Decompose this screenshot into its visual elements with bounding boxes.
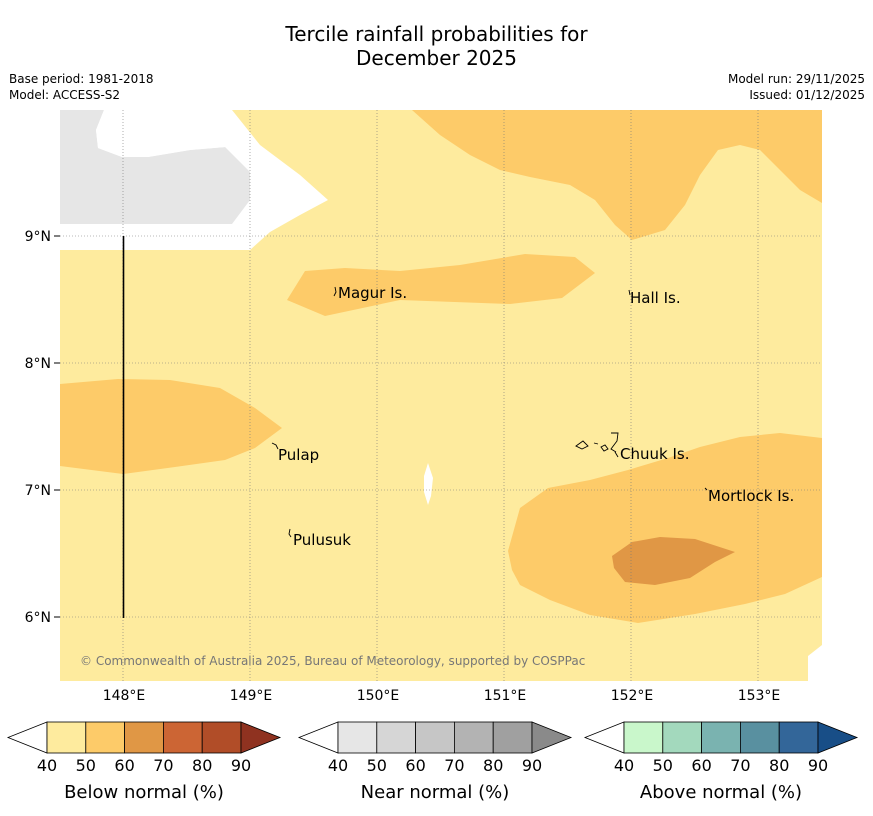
- lon-tick-151e: 151°E: [484, 688, 527, 704]
- colorbar-segment: [376, 721, 416, 754]
- lon-tick-148e: 148°E: [103, 688, 146, 704]
- lat-tick-7n: 7°N: [25, 483, 51, 499]
- colorbar-segment: [453, 721, 494, 754]
- colorbar-tick-label: 90: [231, 756, 251, 775]
- place-label-chuuk: Chuuk Is.: [620, 445, 689, 463]
- colorbar-segment: [124, 721, 164, 754]
- region-below-50-northeast: [412, 110, 822, 240]
- meta-right: Model run: 29/11/2025 Issued: 01/12/2025: [728, 71, 865, 103]
- place-label-pulusuk: Pulusuk: [293, 531, 351, 549]
- chart-title: Tercile rainfall probabilities for Decem…: [0, 22, 873, 70]
- issued-date: Issued: 01/12/2025: [749, 88, 865, 102]
- colorbar-extend-high: [531, 721, 573, 754]
- colorbar-segment: [415, 721, 455, 754]
- colorbar-tick-label: 40: [37, 756, 57, 775]
- place-labels: Magur Is. Hall Is. Pulap Chuuk Is. Mortl…: [278, 284, 794, 549]
- region-nodata-small: [424, 463, 433, 505]
- colorbar-extend-low: [6, 721, 48, 754]
- colorbar-segment: [662, 721, 702, 754]
- title-line-2: December 2025: [356, 46, 517, 70]
- colorbar-segment: [623, 721, 664, 754]
- lat-tick-marks: [54, 235, 60, 618]
- colorbar-extend-low: [583, 721, 625, 754]
- colorbar-tick-label: 80: [483, 756, 503, 775]
- region-below-50-west: [60, 379, 282, 474]
- colorbar-title-below: Below normal (%): [64, 782, 224, 803]
- colorbar-near-normal: 40 50 60 70 80 90: [297, 721, 573, 775]
- colorbars: 40 50 60 70 80 90 40 50 60 70 80 90 40 50 60 70 80 90: [6, 721, 859, 775]
- lat-tick-6n: 6°N: [25, 610, 51, 626]
- model-run: Model run: 29/11/2025: [727, 72, 865, 86]
- colorbar-tick-label: 50: [76, 756, 96, 775]
- colorbar-tick-label: 90: [522, 756, 542, 775]
- colorbar-segment: [46, 721, 87, 754]
- lon-tick-labels: 148°E 149°E 150°E 151°E 152°E 153°E: [103, 688, 781, 704]
- place-label-mortlock: Mortlock Is.: [708, 487, 794, 505]
- map-area: [60, 110, 822, 681]
- lon-tick-150e: 150°E: [357, 688, 400, 704]
- colorbar-segment: [85, 721, 126, 754]
- region-below-50-southeast: [508, 433, 822, 623]
- meta-left: Base period: 1981-2018 Model: ACCESS-S2: [9, 71, 154, 103]
- colorbar-segment: [778, 721, 819, 754]
- colorbar-title-above: Above normal (%): [640, 782, 802, 803]
- lat-tick-labels: 9°N 8°N 7°N 6°N: [25, 229, 51, 626]
- region-nodata-corner: [808, 645, 822, 681]
- colorbar-segment: [492, 721, 533, 754]
- lat-tick-9n: 9°N: [25, 229, 51, 245]
- colorbar-tick-label: 50: [653, 756, 673, 775]
- colorbar-tick-label: 60: [114, 756, 134, 775]
- region-near-normal-40: [60, 110, 250, 224]
- place-label-pulap: Pulap: [278, 446, 319, 464]
- colorbar-title-near: Near normal (%): [361, 782, 510, 803]
- colorbar-tick-label: 60: [405, 756, 425, 775]
- colorbar-segment: [201, 721, 242, 754]
- colorbar-tick-label: 40: [328, 756, 348, 775]
- colorbar-titles: Below normal (%) Near normal (%) Above n…: [64, 782, 802, 803]
- colorbar-segment: [337, 721, 378, 754]
- colorbar-tick-label: 70: [153, 756, 173, 775]
- region-below-50-magur: [287, 254, 595, 316]
- colorbar-tick-label: 80: [769, 756, 789, 775]
- model-name: Model: ACCESS-S2: [9, 88, 121, 102]
- lon-tick-149e: 149°E: [230, 688, 273, 704]
- islands: [271, 286, 708, 538]
- colorbar-extend-low: [297, 721, 339, 754]
- colorbar-extend-high: [240, 721, 282, 754]
- colorbar-tick-label: 80: [192, 756, 212, 775]
- colorbar-tick-label: 90: [808, 756, 828, 775]
- region-below-60-southeast: [612, 537, 735, 585]
- place-label-hall: Hall Is.: [630, 289, 681, 307]
- title-line-1: Tercile rainfall probabilities for: [285, 22, 588, 46]
- colorbar-segment: [162, 721, 203, 754]
- colorbar-extend-high: [817, 721, 859, 754]
- colorbar-tick-label: 60: [691, 756, 711, 775]
- region-nodata-notch: [96, 110, 226, 157]
- colorbar-tick-label: 50: [367, 756, 387, 775]
- lon-tick-153e: 153°E: [738, 688, 781, 704]
- colorbar-tick-label: 40: [614, 756, 634, 775]
- colorbar-tick-label: 70: [444, 756, 464, 775]
- copyright-text: © Commonwealth of Australia 2025, Bureau…: [80, 654, 585, 668]
- colorbar-tick-label: 70: [730, 756, 750, 775]
- colorbar-segment: [740, 721, 780, 754]
- colorbar-below-normal: 40 50 60 70 80 90: [6, 721, 282, 775]
- colorbar-segment: [701, 721, 741, 754]
- place-label-magur: Magur Is.: [338, 284, 407, 302]
- lat-tick-8n: 8°N: [25, 356, 51, 372]
- lon-tick-152e: 152°E: [611, 688, 654, 704]
- colorbar-above-normal: 40 50 60 70 80 90: [583, 721, 859, 775]
- base-period: Base period: 1981-2018: [9, 72, 154, 86]
- gridlines: [60, 110, 822, 681]
